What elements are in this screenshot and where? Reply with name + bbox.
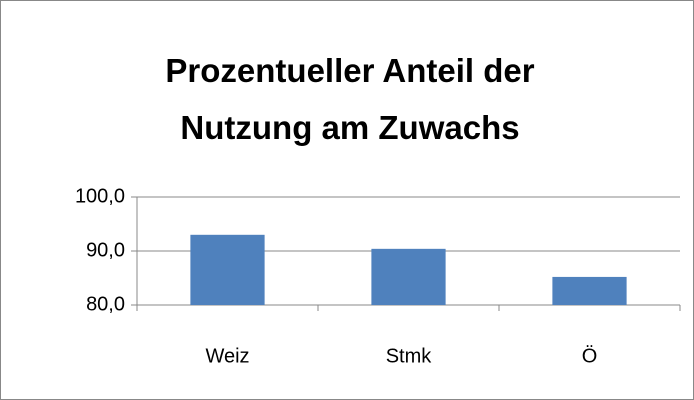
x-tick-label: Weiz [205, 345, 249, 367]
y-tick-label: 100,0 [75, 185, 125, 207]
y-tick-label: 80,0 [86, 293, 125, 315]
bar [552, 276, 627, 305]
chart-title: Prozentueller Anteil der Nutzung am Zuwa… [165, 52, 535, 146]
bar [371, 248, 446, 305]
x-tick-label: Ö [582, 345, 598, 367]
y-tick-label: 90,0 [86, 239, 125, 261]
bar [190, 234, 265, 305]
x-tick-label: Stmk [386, 345, 433, 367]
